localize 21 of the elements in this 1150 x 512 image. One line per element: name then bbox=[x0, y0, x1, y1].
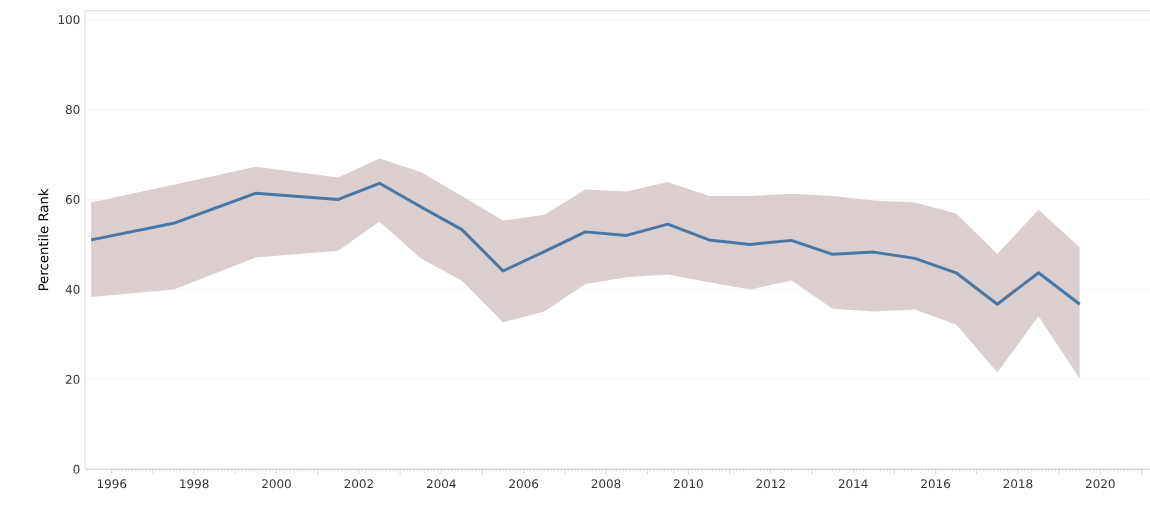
x-tick-label: 1996 bbox=[97, 479, 127, 489]
x-tick-label: 2002 bbox=[344, 479, 373, 489]
x-tick-label: 2006 bbox=[509, 479, 539, 489]
y-tick-label: 0 bbox=[73, 464, 80, 474]
x-tick-label: 2010 bbox=[674, 479, 703, 489]
x-tick-label: 2012 bbox=[756, 479, 785, 489]
x-tick-label: 2014 bbox=[838, 479, 868, 489]
x-tick-label: 2016 bbox=[921, 479, 950, 489]
line-series bbox=[89, 181, 1082, 306]
x-tick-label: 2018 bbox=[1003, 479, 1033, 489]
y-axis-title: Percentile Rank bbox=[38, 188, 49, 291]
x-tick-label: 2020 bbox=[1085, 479, 1115, 489]
y-tick-label: 60 bbox=[65, 195, 80, 205]
y-tick-label: 20 bbox=[65, 374, 80, 384]
y-tick-label: 40 bbox=[65, 284, 80, 294]
y-tick-label: 100 bbox=[58, 15, 80, 25]
x-tick-label: 2000 bbox=[262, 479, 291, 489]
x-tick-label: 2004 bbox=[426, 479, 456, 489]
y-tick-label: 80 bbox=[65, 105, 80, 115]
x-tick-label: 1998 bbox=[180, 479, 209, 489]
x-tick-label: 2008 bbox=[591, 479, 621, 489]
